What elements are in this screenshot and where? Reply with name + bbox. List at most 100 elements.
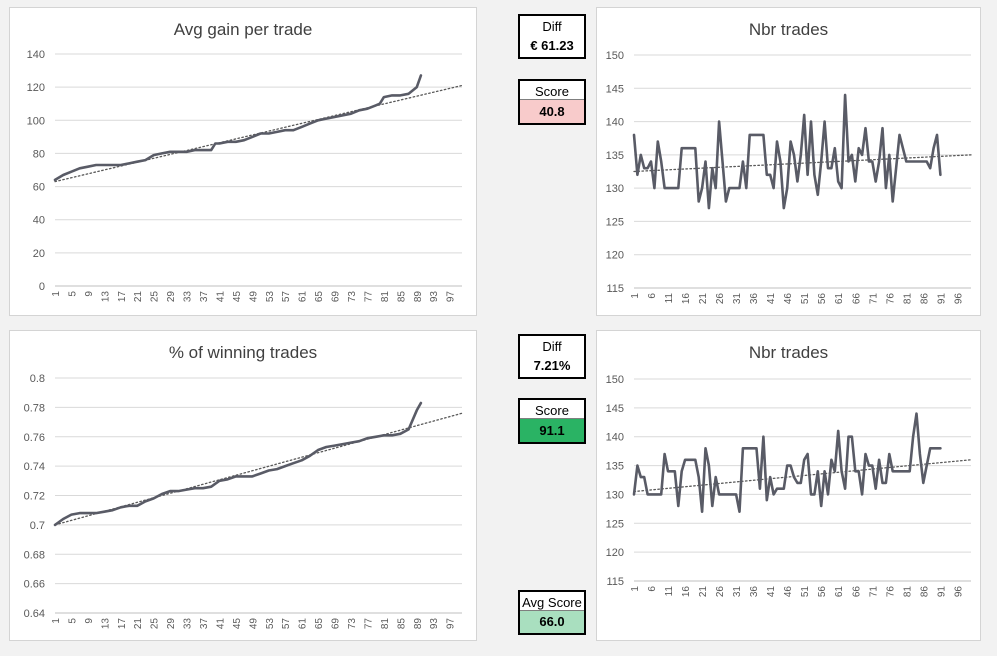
y-tick-label: 125 bbox=[606, 216, 624, 228]
y-tick-label: 20 bbox=[33, 248, 45, 260]
x-tick-label: 41 bbox=[766, 293, 777, 305]
x-tick-label: 89 bbox=[413, 618, 424, 630]
x-tick-label: 89 bbox=[413, 291, 424, 303]
y-tick-label: 140 bbox=[27, 49, 45, 61]
chart-panel-nbr-trades-top: Nbr trades 115 120 125 130 135 140 145 150 1 6 11 1… bbox=[596, 7, 981, 316]
x-tick-label: 69 bbox=[331, 291, 342, 303]
x-tick-label: 93 bbox=[429, 618, 440, 630]
x-tick-label: 46 bbox=[783, 586, 794, 598]
diff-value: € 61.23 bbox=[530, 38, 574, 53]
chart-panel-avg-gain: Avg gain per trade 0 20 40 60 80 100 120 140 1 5 9… bbox=[9, 7, 477, 316]
x-tick-label: 86 bbox=[919, 293, 930, 305]
x-tick-label: 21 bbox=[133, 618, 144, 630]
y-tick-label: 140 bbox=[606, 432, 624, 444]
x-tick-label: 96 bbox=[953, 293, 964, 305]
y-tick-label: 0.66 bbox=[24, 579, 45, 591]
x-tick-label: 69 bbox=[331, 618, 342, 630]
x-tick-label: 26 bbox=[715, 293, 726, 305]
y-tick-label: 0.64 bbox=[24, 608, 45, 620]
x-tick-label: 45 bbox=[232, 618, 243, 630]
x-tick-label: 11 bbox=[664, 293, 675, 304]
x-tick-label: 49 bbox=[248, 618, 259, 630]
chart-title: % of winning trades bbox=[168, 343, 318, 362]
y-tick-label: 0.76 bbox=[24, 432, 45, 444]
x-tick-label: 45 bbox=[232, 291, 243, 303]
x-tick-label: 57 bbox=[281, 618, 292, 630]
x-tick-label: 41 bbox=[766, 586, 777, 598]
x-tick-label: 41 bbox=[215, 291, 226, 303]
x-tick-label: 51 bbox=[800, 586, 811, 598]
y-tick-label: 100 bbox=[27, 115, 45, 127]
chart-avg-gain: 0 20 40 60 80 100 120 140 1 5 9 13 17 21 25 29 33 37 41 45 4… bbox=[27, 49, 463, 303]
x-tick-label: 21 bbox=[133, 291, 144, 303]
x-tick-label: 61 bbox=[834, 293, 845, 305]
trendline bbox=[54, 412, 463, 526]
x-tick-label: 61 bbox=[298, 291, 309, 303]
x-tick-label: 26 bbox=[715, 586, 726, 598]
chart-winning-trades: 0.64 0.66 0.68 0.7 0.72 0.74 0.76 0.78 0.8 1 5 9 13 1… bbox=[24, 373, 463, 630]
y-tick-label: 80 bbox=[33, 148, 45, 160]
avg-score-label: Avg Score bbox=[520, 592, 584, 611]
x-tick-label: 81 bbox=[902, 586, 913, 598]
score-label: Score bbox=[520, 81, 584, 100]
x-tick-label: 13 bbox=[100, 291, 111, 303]
score-label: Score bbox=[520, 400, 584, 419]
chart-panel-nbr-trades-bottom: Nbr trades 115 120 125 130 135 140 145 150 1 6 11 1… bbox=[596, 330, 981, 641]
x-tick-label: 71 bbox=[868, 586, 879, 598]
y-tick-label: 150 bbox=[606, 374, 624, 386]
x-tick-label: 77 bbox=[363, 618, 374, 630]
avg-score-value: 66.0 bbox=[520, 611, 584, 633]
x-tick-label: 1 bbox=[51, 291, 62, 297]
x-tick-label: 73 bbox=[347, 618, 358, 630]
x-tick-label: 25 bbox=[150, 618, 161, 630]
chart-panel-winning-trades: % of winning trades 0.64 0.66 0.68 0.7 0.72 0… bbox=[9, 330, 477, 641]
y-tick-label: 140 bbox=[606, 117, 624, 129]
y-tick-label: 115 bbox=[606, 576, 624, 588]
x-tick-label: 41 bbox=[215, 618, 226, 630]
y-tick-label: 0 bbox=[39, 281, 45, 293]
y-tick-label: 150 bbox=[606, 50, 624, 62]
x-tick-label: 91 bbox=[936, 586, 947, 598]
y-tick-label: 0.68 bbox=[24, 549, 45, 561]
trendline bbox=[633, 154, 972, 173]
x-tick-label: 49 bbox=[248, 291, 259, 303]
y-tick-label: 0.78 bbox=[24, 402, 45, 414]
diff-box-top: Diff € 61.23 bbox=[518, 14, 586, 59]
y-tick-label: 0.74 bbox=[24, 461, 45, 473]
y-tick-label: 135 bbox=[606, 461, 624, 473]
y-tick-label: 115 bbox=[606, 283, 624, 295]
x-tick-label: 66 bbox=[851, 586, 862, 598]
diff-label: Diff bbox=[542, 339, 562, 354]
series-line-0 bbox=[53, 401, 423, 527]
y-tick-label: 135 bbox=[606, 150, 624, 162]
x-tick-label: 25 bbox=[150, 291, 161, 303]
x-tick-label: 46 bbox=[783, 293, 794, 305]
x-tick-label: 33 bbox=[183, 618, 194, 630]
x-tick-label: 37 bbox=[199, 618, 210, 630]
x-tick-label: 17 bbox=[117, 291, 128, 303]
x-tick-label: 81 bbox=[902, 293, 913, 305]
score-value: 91.1 bbox=[520, 419, 584, 442]
x-tick-label: 65 bbox=[314, 291, 325, 303]
x-tick-label: 97 bbox=[446, 618, 457, 630]
x-tick-label: 51 bbox=[800, 293, 811, 305]
diff-label: Diff bbox=[542, 19, 562, 34]
x-tick-label: 86 bbox=[919, 586, 930, 598]
x-tick-label: 37 bbox=[199, 291, 210, 303]
x-tick-label: 61 bbox=[298, 618, 309, 630]
x-tick-label: 16 bbox=[681, 586, 692, 598]
x-tick-label: 36 bbox=[749, 586, 760, 598]
y-tick-label: 0.72 bbox=[24, 491, 45, 503]
x-tick-label: 91 bbox=[936, 293, 947, 305]
y-tick-label: 125 bbox=[606, 518, 624, 530]
x-tick-label: 56 bbox=[817, 293, 828, 305]
y-tick-label: 145 bbox=[606, 403, 624, 415]
x-tick-label: 93 bbox=[429, 291, 440, 303]
x-tick-label: 57 bbox=[281, 291, 292, 303]
y-tick-label: 145 bbox=[606, 83, 624, 95]
avg-score-box: Avg Score 66.0 bbox=[518, 590, 586, 635]
x-tick-label: 56 bbox=[817, 586, 828, 598]
x-tick-label: 66 bbox=[851, 293, 862, 305]
x-tick-label: 11 bbox=[664, 586, 675, 597]
